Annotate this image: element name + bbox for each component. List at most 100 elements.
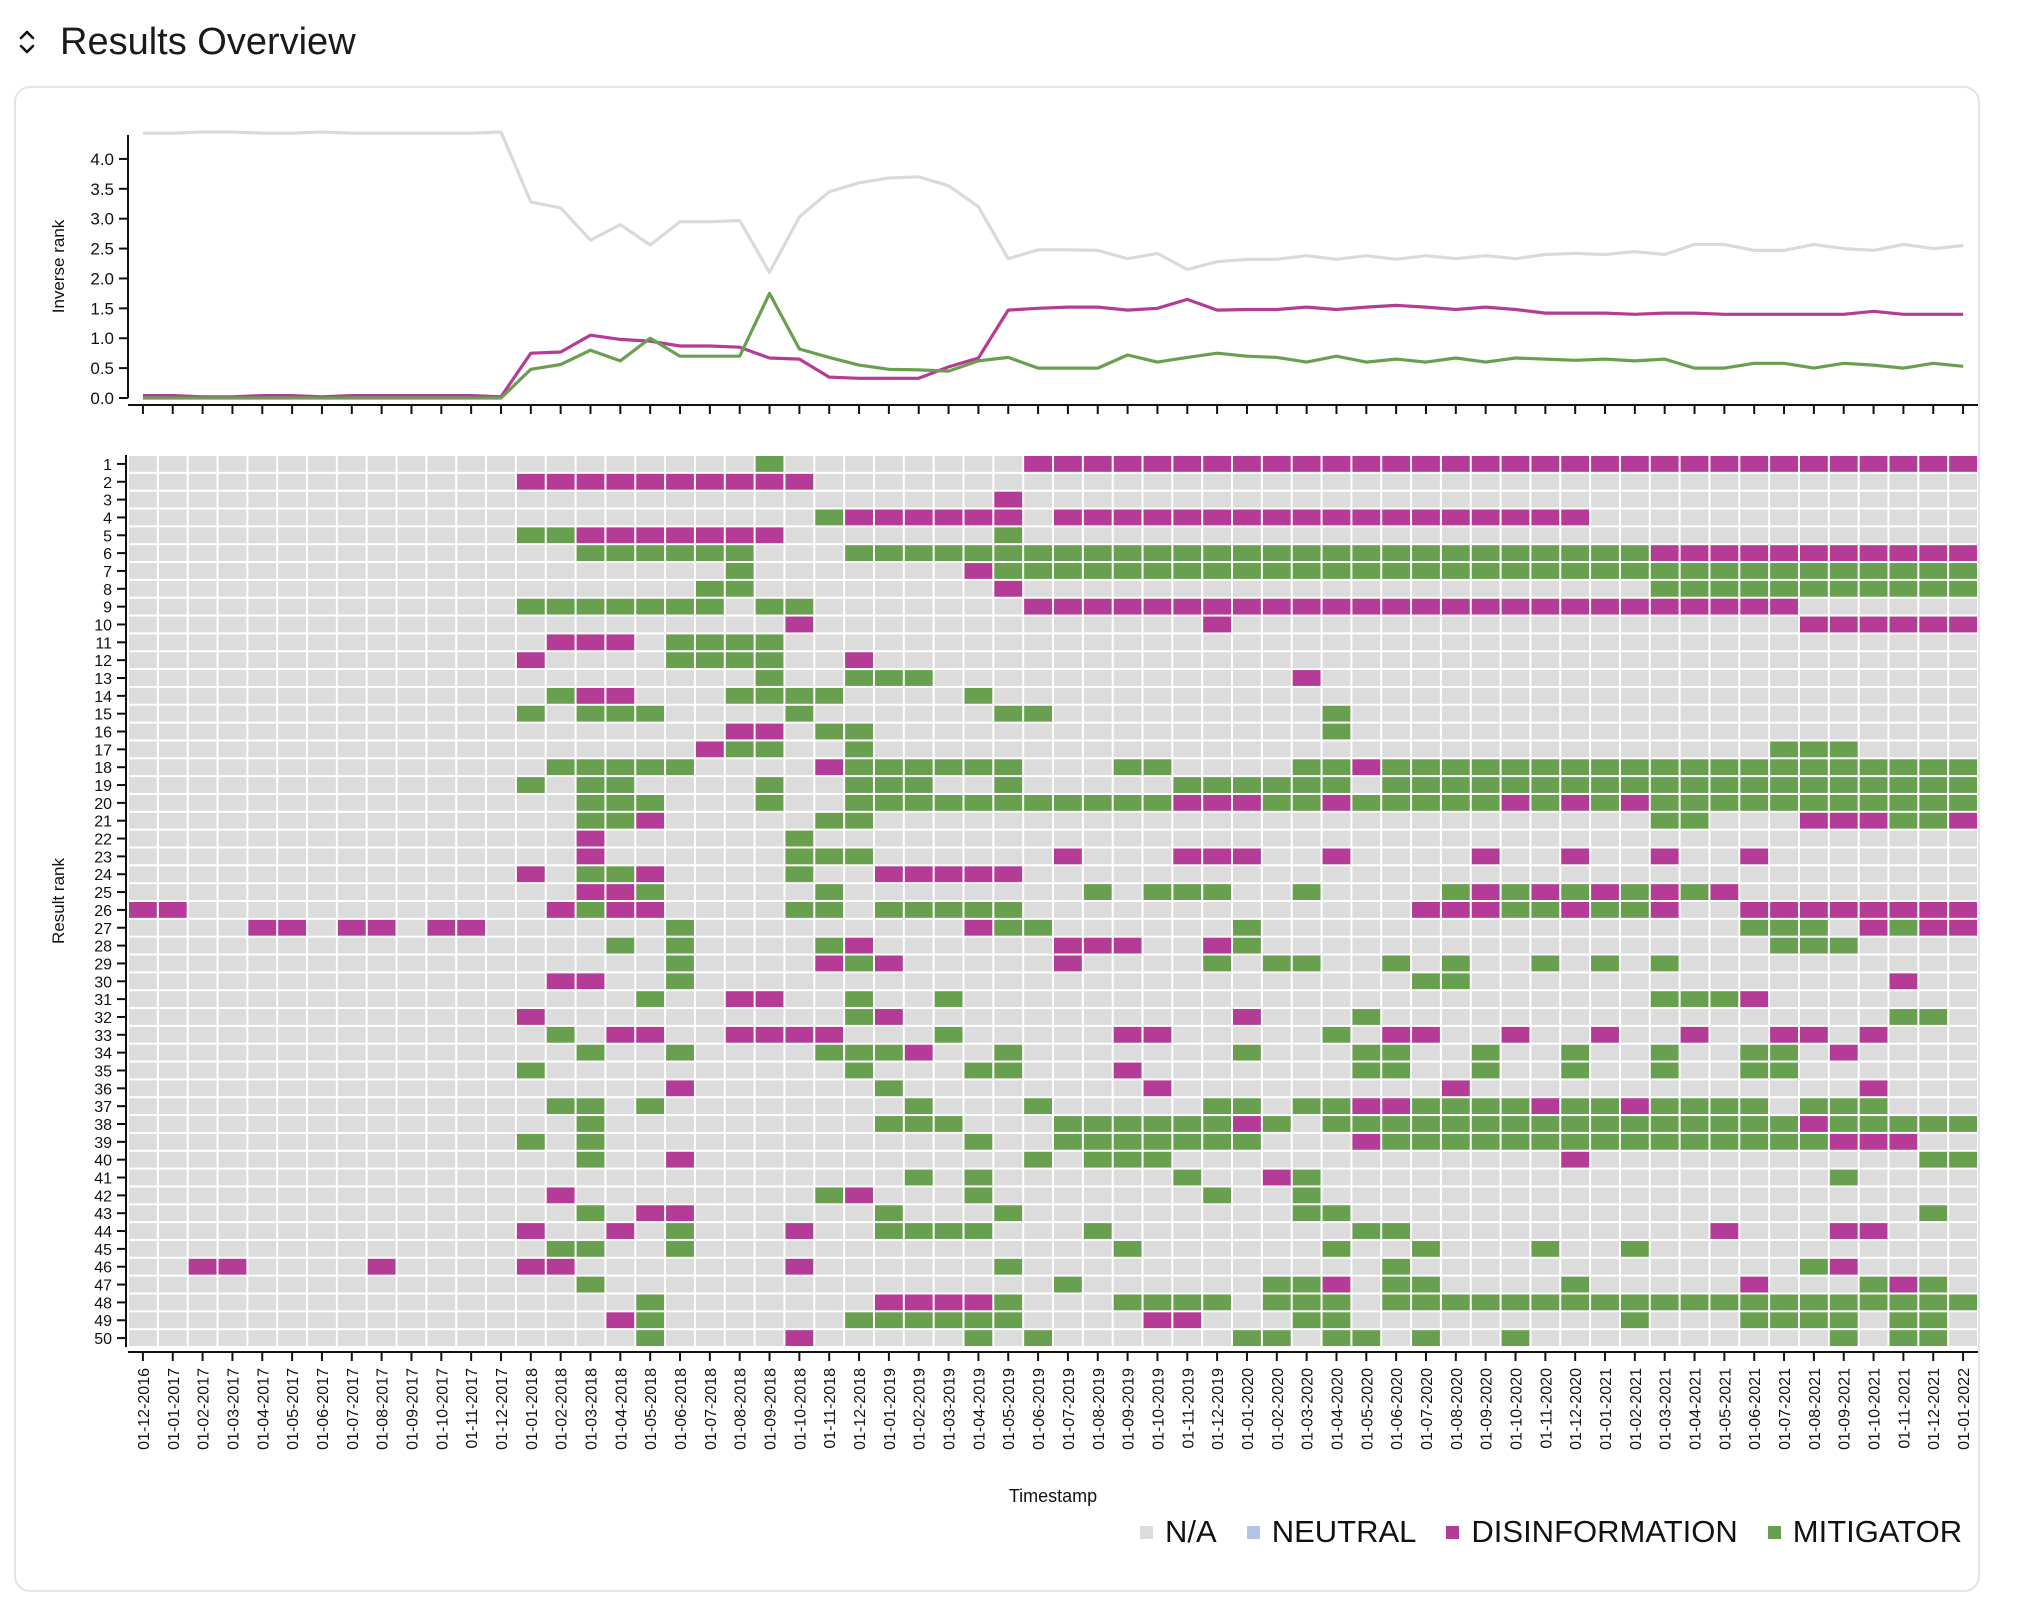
- heatmap-cell: [1650, 1276, 1679, 1293]
- heatmap-cell: [1561, 634, 1590, 651]
- heatmap-cell: [1352, 491, 1381, 508]
- heatmap-cell: [904, 848, 933, 865]
- heatmap-cell: [1680, 777, 1709, 793]
- heatmap-cell: [1799, 563, 1828, 579]
- heatmap-cell: [815, 902, 844, 918]
- heatmap-cell: [1173, 759, 1202, 776]
- heatmap-cell: [1113, 1223, 1142, 1239]
- heatmap-cell: [994, 1240, 1023, 1257]
- heatmap-cell: [308, 1240, 336, 1257]
- heatmap-cell: [994, 1116, 1023, 1132]
- heatmap-cell: [1949, 919, 1977, 936]
- heatmap-cell: [188, 598, 217, 615]
- heatmap-cell: [1561, 1080, 1590, 1097]
- heatmap-cell: [1799, 1276, 1828, 1293]
- heatmap-cell: [606, 884, 635, 900]
- heatmap-cell: [1412, 670, 1440, 686]
- heatmap-cell: [158, 1098, 187, 1115]
- heatmap-cell: [129, 830, 157, 847]
- heatmap-cell: [278, 580, 307, 597]
- heatmap-cell: [1143, 580, 1172, 597]
- heatmap-cell: [1770, 902, 1798, 918]
- heat-x-tick-label: 01-03-2020: [1300, 1368, 1317, 1450]
- heatmap-cell: [874, 580, 903, 597]
- heatmap-cell: [457, 759, 486, 776]
- heatmap-cell: [1083, 598, 1112, 615]
- heatmap-cell: [874, 1205, 903, 1222]
- heatmap-cell: [1770, 741, 1798, 758]
- heatmap-cell: [1024, 741, 1052, 758]
- heatmap-cell: [636, 1062, 665, 1079]
- heatmap-cell: [397, 473, 426, 490]
- heatmap-cell: [1262, 1294, 1291, 1311]
- heatmap-cell: [636, 687, 665, 704]
- heatmap-cell: [1382, 777, 1411, 793]
- heatmap-cell: [666, 1187, 694, 1204]
- heat-x-tick-label: 01-10-2021: [1867, 1368, 1884, 1450]
- heatmap-cell: [1680, 1080, 1709, 1097]
- heatmap-cell: [874, 1151, 903, 1168]
- heatmap-cell: [1531, 1205, 1560, 1222]
- heatmap-cell: [1412, 687, 1440, 704]
- heatmap-cell: [516, 794, 545, 811]
- heatmap-cell: [337, 1294, 366, 1311]
- heatmap-cell: [725, 580, 754, 597]
- heatmap-cell: [516, 777, 545, 793]
- heatmap-cell: [1919, 1330, 1948, 1346]
- heatmap-cell: [1859, 687, 1888, 704]
- heatmap-cell: [1710, 1258, 1739, 1275]
- heatmap-cell: [1083, 991, 1112, 1008]
- heatmap-cell: [1083, 1294, 1112, 1311]
- heatmap-cell: [1292, 991, 1321, 1008]
- heatmap-cell: [158, 955, 187, 972]
- heatmap-cell: [904, 777, 933, 793]
- heatmap-cell: [337, 777, 366, 793]
- heatmap-cell: [1441, 1223, 1470, 1239]
- heatmap-cell: [1203, 955, 1232, 972]
- heatmap-cell: [964, 1276, 993, 1293]
- heatmap-cell: [1561, 1151, 1590, 1168]
- heatmap-cell: [337, 634, 366, 651]
- heatmap-cell: [1262, 705, 1291, 722]
- heatmap-cell: [1859, 759, 1888, 776]
- heatmap-cell: [1949, 580, 1977, 597]
- heatmap-cell: [367, 1009, 396, 1025]
- heatmap-cell: [1949, 634, 1977, 651]
- heatmap-cell: [934, 670, 963, 686]
- heatmap-cell: [1829, 866, 1858, 883]
- heatmap-cell: [845, 884, 873, 900]
- heatmap-cell: [427, 473, 456, 490]
- heatmap-cell: [248, 1240, 277, 1257]
- heatmap-cell: [1620, 759, 1649, 776]
- heatmap-cell: [606, 1098, 635, 1115]
- heatmap-cell: [725, 1169, 754, 1186]
- heatmap-cell: [367, 777, 396, 793]
- heat-x-tick-label: 01-05-2018: [643, 1368, 660, 1450]
- heatmap-cell: [1740, 1330, 1769, 1346]
- heatmap-cell: [1740, 919, 1769, 936]
- heatmap-cell: [487, 1133, 515, 1150]
- chevron-up-down-icon[interactable]: [14, 22, 40, 62]
- heatmap-cell: [516, 456, 545, 472]
- heatmap-cell: [457, 848, 486, 865]
- heatmap-cell: [546, 1169, 575, 1186]
- heatmap-cell: [874, 1044, 903, 1061]
- heatmap-cell: [487, 1330, 515, 1346]
- heatmap-cell: [725, 634, 754, 651]
- heatmap-cell: [546, 794, 575, 811]
- heatmap-cell: [1650, 1330, 1679, 1346]
- heatmap-cell: [158, 473, 187, 490]
- heatmap-cell: [1292, 830, 1321, 847]
- heatmap-cell: [1382, 527, 1411, 544]
- heatmap-cell: [1740, 705, 1769, 722]
- heatmap-cell: [576, 1294, 605, 1311]
- heatmap-cell: [636, 545, 665, 562]
- heatmap-cell: [158, 1240, 187, 1257]
- heatmap-cell: [1740, 491, 1769, 508]
- heatmap-cell: [1412, 777, 1440, 793]
- heatmap-cell: [1859, 1026, 1888, 1043]
- heatmap-cell: [397, 1312, 426, 1329]
- heatmap-cell: [815, 1116, 844, 1132]
- heatmap-cell: [1561, 937, 1590, 954]
- heatmap-cell: [1173, 1044, 1202, 1061]
